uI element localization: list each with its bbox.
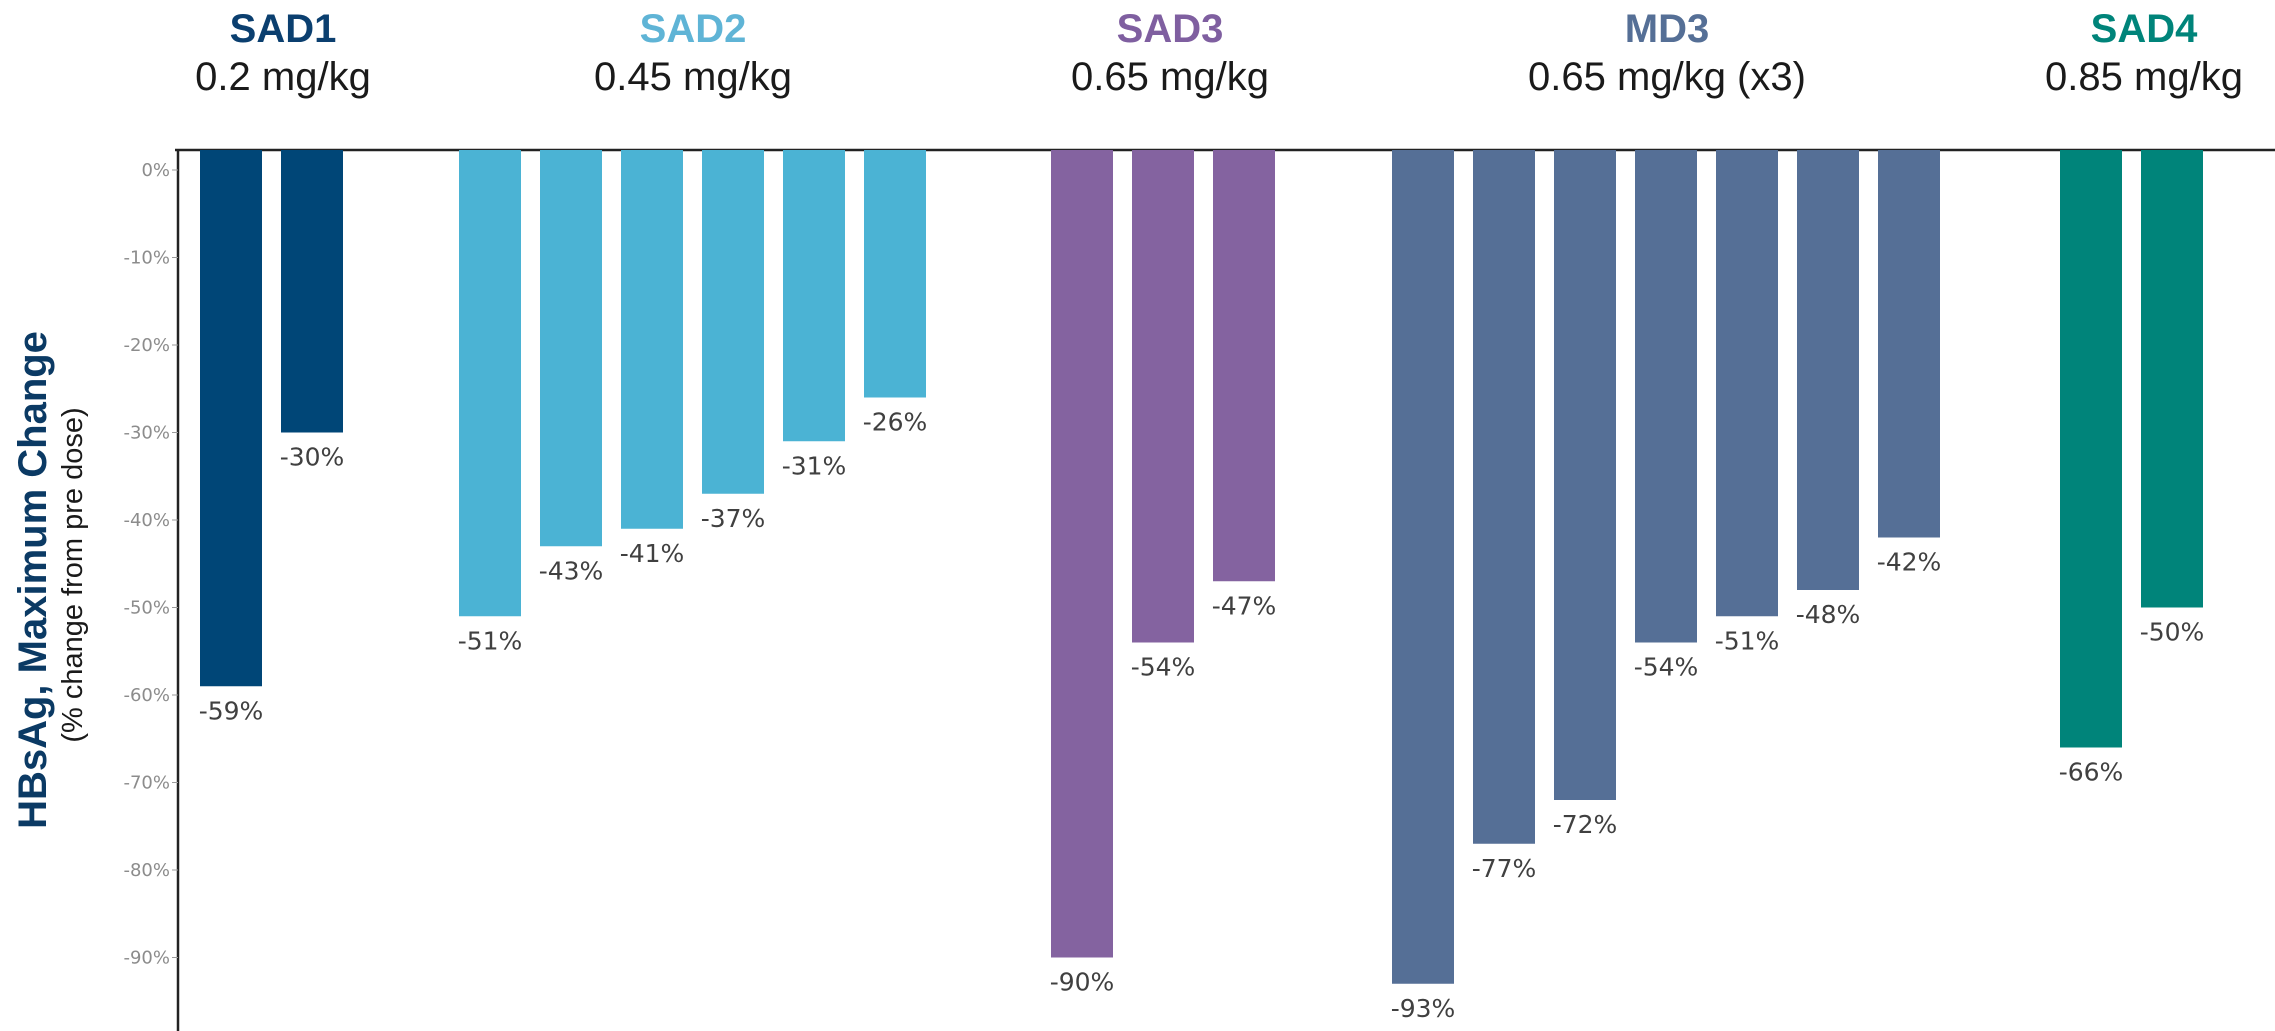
bar-sad3-1 [1051, 150, 1113, 958]
bar-sad2-4 [702, 150, 764, 494]
bar-sad2-2 [540, 150, 602, 547]
group-name-sad3: SAD3 [1117, 7, 1224, 51]
bar-md3-2 [1473, 150, 1535, 844]
bar-sad4-1 [2060, 150, 2122, 748]
bar-md3-4 [1635, 150, 1697, 643]
data-label-sad4-2: -50% [2140, 618, 2205, 647]
group-dose-sad2: 0.45 mg/kg [594, 55, 792, 99]
group-dose-sad4: 0.85 mg/kg [2045, 55, 2243, 99]
y-tick-label: -30% [123, 423, 170, 444]
y-tick-label: 0% [141, 160, 170, 181]
group-name-sad2: SAD2 [640, 7, 747, 51]
data-label-sad4-1: -66% [2059, 758, 2124, 787]
group-dose-sad3: 0.65 mg/kg [1071, 55, 1269, 99]
group-name-sad4: SAD4 [2091, 7, 2198, 51]
group-dose-sad1: 0.2 mg/kg [195, 55, 371, 99]
y-axis-label: HBsAg, Maximum Change [11, 331, 55, 829]
data-label-sad2-4: -37% [701, 504, 766, 533]
data-label-md3-4: -54% [1634, 653, 1699, 682]
bar-sad4-2 [2141, 150, 2203, 608]
bar-sad2-5 [783, 150, 845, 442]
data-label-sad3-3: -47% [1212, 591, 1277, 620]
data-label-sad2-1: -51% [458, 626, 523, 655]
y-tick-label: -90% [123, 948, 170, 969]
bar-md3-3 [1554, 150, 1616, 800]
y-ticks: 0%-10%-20%-30%-40%-50%-60%-70%-80%-90%-1… [123, 160, 178, 969]
data-label-sad3-1: -90% [1050, 968, 1115, 997]
data-label-md3-2: -77% [1472, 854, 1537, 883]
y-tick-label: -70% [123, 773, 170, 794]
bars [200, 150, 2203, 984]
data-label-sad1-1: -59% [199, 696, 264, 725]
data-label-md3-6: -48% [1796, 600, 1861, 629]
group-dose-md3: 0.65 mg/kg (x3) [1528, 55, 1806, 99]
bar-md3-7 [1878, 150, 1940, 538]
data-label-sad2-6: -26% [863, 408, 928, 437]
bar-sad2-3 [621, 150, 683, 529]
data-label-md3-5: -51% [1715, 626, 1780, 655]
data-label-sad2-2: -43% [539, 556, 604, 585]
bar-md3-6 [1797, 150, 1859, 590]
data-label-md3-1: -93% [1391, 994, 1456, 1023]
data-label-sad2-5: -31% [782, 451, 847, 480]
bar-md3-1 [1392, 150, 1454, 984]
group-name-md3: MD3 [1625, 7, 1709, 51]
bar-sad2-6 [864, 150, 926, 398]
bar-sad1-1 [200, 150, 262, 687]
data-label-sad2-3: -41% [620, 539, 685, 568]
y-axis-sublabel: (% change from pre dose) [57, 407, 89, 742]
y-tick-label: -50% [123, 598, 170, 619]
y-tick-label: -40% [123, 510, 170, 531]
data-label-md3-7: -42% [1877, 548, 1942, 577]
data-labels: -59% -30% -51% -43% -41% -37% -31% -26% -90% -54%… [199, 408, 2205, 1023]
y-axis-title: HBsAg, Maximum Change (% change from pre… [11, 331, 89, 829]
y-tick-label: -20% [123, 335, 170, 356]
y-tick-label: -10% [123, 248, 170, 269]
group-name-sad1: SAD1 [230, 7, 337, 51]
bar-sad3-3 [1213, 150, 1275, 582]
data-label-sad1-2: -30% [280, 443, 345, 472]
y-tick-label: -60% [123, 685, 170, 706]
bar-sad1-2 [281, 150, 343, 433]
bar-sad2-1 [459, 150, 521, 617]
bar-sad3-2 [1132, 150, 1194, 643]
data-label-md3-3: -72% [1553, 810, 1618, 839]
y-tick-label: -80% [123, 860, 170, 881]
bar-md3-5 [1716, 150, 1778, 617]
data-label-sad3-2: -54% [1131, 653, 1196, 682]
